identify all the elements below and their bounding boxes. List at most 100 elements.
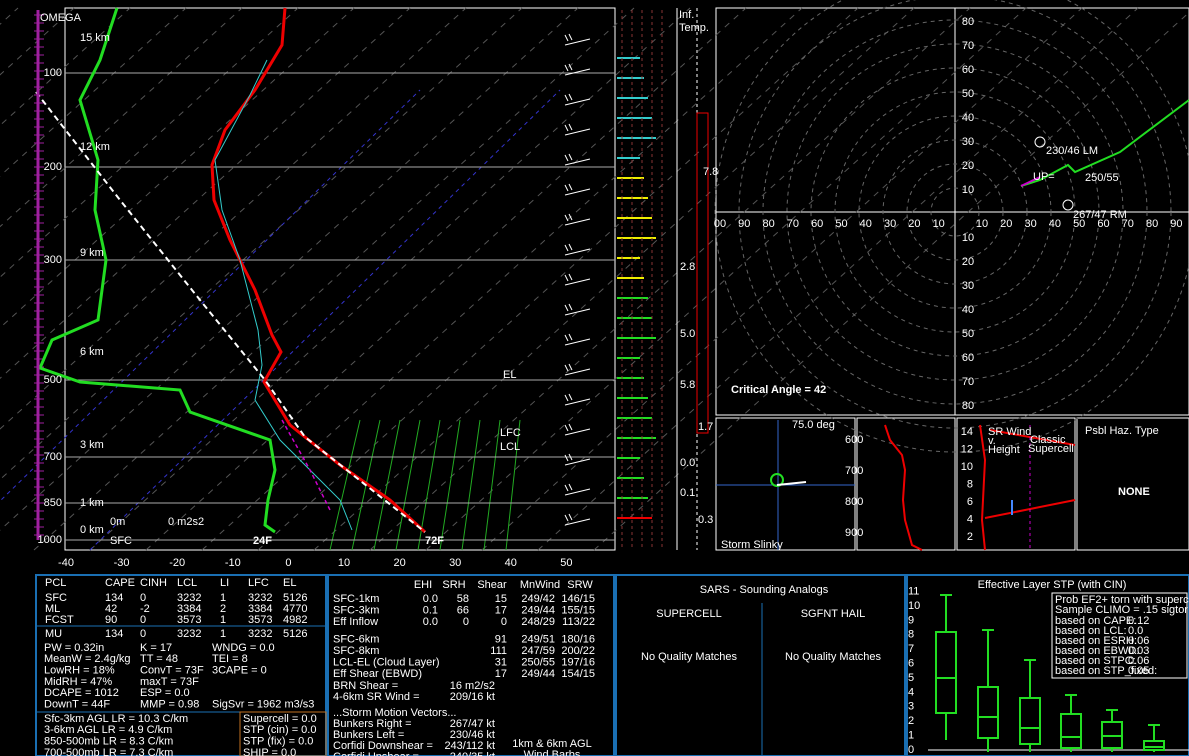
temp-label: 30 [449, 557, 461, 569]
rm-label: 267/47 RM [1073, 209, 1127, 221]
inf-temp-value: 5.0 [680, 328, 695, 340]
profiles [35, 7, 427, 540]
pressure-label: 200 [44, 161, 62, 173]
lapse-rate: 3-6km AGL LR = 4.9 C/km [44, 724, 172, 736]
sars-supercell: SUPERCELL [656, 608, 721, 620]
isotherm [0, 7, 187, 177]
kin-cell: 155/15 [561, 604, 595, 616]
kin-cell: 91 [495, 633, 507, 645]
temp-label: -30 [114, 557, 130, 569]
composite: STP (fix) = 0.0 [243, 736, 313, 748]
lm-label: 230/46 LM [1046, 145, 1098, 157]
isotherm [425, 7, 1027, 551]
hodo-ring-label: 80 [962, 400, 974, 412]
kin-cell: 66 [457, 604, 469, 616]
index-value: ConvT = 73F [140, 665, 204, 677]
thermo-cell: FCST [45, 614, 74, 626]
kin-cell: 154/15 [561, 668, 595, 680]
wind-barb [564, 273, 591, 286]
hodo-ring-label: 00 [714, 218, 726, 230]
index-value: TEI = 8 [212, 653, 248, 665]
height-label: 12 km [80, 141, 110, 153]
stp-legend: based on LCL: [1055, 625, 1127, 637]
lfc-label: LFC [500, 427, 521, 439]
hodo-ring-label: 70 [962, 40, 974, 52]
isotherm [0, 7, 355, 329]
isotherm [89, 7, 691, 551]
height-label: 6 km [80, 346, 104, 358]
thermo-header: LI [220, 577, 229, 589]
kin-label: LCL-EL (Cloud Layer) [333, 656, 440, 668]
thermo-cell: 0 [140, 628, 146, 640]
thermo-cell: 0 [140, 614, 146, 626]
hodo-ring-label: 50 [962, 88, 974, 100]
kin-cell: 146/15 [561, 593, 595, 605]
motion-value: 267/47 kt [450, 718, 495, 730]
motion-label: Bunkers Right = [333, 718, 412, 730]
hodo-ring [882, 139, 1028, 285]
kin-cell: 15 [495, 593, 507, 605]
sars-result: No Quality Matches [641, 651, 737, 663]
stp-legend: 0.05 [1128, 665, 1149, 677]
hodo-ring-label: 20 [908, 218, 920, 230]
wind-barb [564, 423, 591, 436]
temp-label: -20 [169, 557, 185, 569]
mixing-line [89, 89, 561, 551]
hodo-ring-label: 20 [962, 160, 974, 172]
wind-barb [564, 513, 591, 526]
stp-legend: based on CAPE: [1055, 615, 1136, 627]
pressure-label: 300 [44, 254, 62, 266]
skewt-lines [0, 0, 1189, 551]
srwind-tick: 8 [967, 478, 973, 490]
hodo-line [373, 419, 401, 551]
wind-barb [564, 213, 591, 226]
stp-whisker [1102, 709, 1122, 752]
kin-cell: 249/51 [521, 633, 555, 645]
hodo-ring-label: 60 [962, 64, 974, 76]
barbs-label: 1km & 6km AGL [512, 738, 591, 750]
srwind-tick: 6 [967, 496, 973, 508]
thermo-header: CINH [140, 577, 167, 589]
kin-header: SRW [567, 579, 593, 591]
kin-cell: 248/29 [521, 616, 555, 628]
inf-temp-value: 0.1 [680, 487, 695, 499]
index-value: SigSvr = 1962 m3/s3 [212, 698, 314, 710]
hodo-ring [786, 43, 1124, 381]
lapse-rate: 700-500mb LR = 7.3 C/km [44, 747, 173, 756]
hazard-value: NONE [1118, 486, 1150, 498]
thermo-cell: 90 [105, 614, 117, 626]
cloud-layer-label: 250/55 [1085, 172, 1119, 184]
hodo-ring-label: 40 [860, 218, 872, 230]
hodo-line [461, 419, 481, 551]
index-value: K = 17 [140, 642, 172, 654]
hodo-ring-label: 30 [884, 218, 896, 230]
hodo-ring-label: 20 [962, 256, 974, 268]
index-value: DCAPE = 1012 [44, 687, 119, 699]
kin-cell: 249/42 [521, 593, 555, 605]
isotherm [0, 7, 411, 380]
stp-ytick: 7 [908, 643, 914, 655]
kin-header: MnWind [520, 579, 560, 591]
hodo-ring-label: 80 [1146, 218, 1158, 230]
stp-legend: based on STP_fixed: [1055, 665, 1157, 677]
thermo-cell: 3384 [177, 603, 201, 615]
pressure-label: 700 [44, 451, 62, 463]
inf-temp-value: 0.3 [698, 514, 713, 526]
kin-cell: 0 [501, 616, 507, 628]
inf-temp-box [696, 112, 709, 434]
sfc-label: SFC [110, 535, 132, 547]
kin-cell: 247/59 [521, 645, 555, 657]
isotherm [201, 7, 803, 551]
index-value: ESP = 0.0 [140, 687, 190, 699]
hodo-ring [810, 67, 1100, 357]
slinky-angle: 75.0 deg [792, 419, 835, 431]
hodo-ring [762, 19, 1148, 405]
kin-cell: 249/44 [521, 604, 555, 616]
inf-temp-value: 0.0 [680, 457, 695, 469]
isotherm [0, 7, 579, 531]
hodo-ring-label: 10 [962, 184, 974, 196]
kin-cell: 249/44 [521, 668, 555, 680]
thermo-cell: 42 [105, 603, 117, 615]
height-label: 0 km [80, 524, 104, 536]
hodo-ring-label: 60 [811, 218, 823, 230]
